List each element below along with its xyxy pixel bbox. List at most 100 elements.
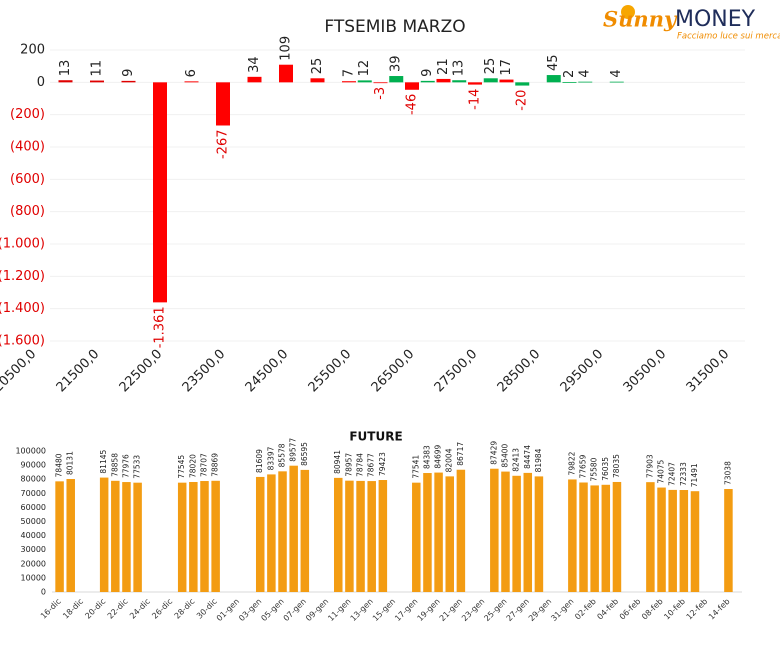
bar bbox=[90, 80, 104, 83]
bar bbox=[334, 477, 343, 592]
bar bbox=[378, 480, 388, 592]
chart-title: FUTURE bbox=[349, 430, 402, 444]
bar bbox=[300, 469, 310, 592]
bar bbox=[468, 82, 482, 85]
value-label: 4 bbox=[578, 69, 593, 77]
y-tick-label: 100000 bbox=[15, 447, 46, 456]
bar bbox=[579, 482, 588, 592]
value-label: 78677 bbox=[367, 453, 376, 477]
x-tick-label: 17-gen bbox=[393, 597, 419, 623]
value-label: 12 bbox=[357, 60, 372, 77]
value-label: 78707 bbox=[199, 453, 208, 477]
value-label: 9 bbox=[420, 69, 435, 77]
y-tick-label: 20000 bbox=[21, 559, 46, 568]
x-tick-label: 31-gen bbox=[549, 597, 575, 623]
value-label: 78784 bbox=[356, 453, 365, 477]
y-tick-label: 90000 bbox=[21, 461, 46, 470]
x-tick-label: 24500,0 bbox=[243, 347, 292, 396]
value-label: 74075 bbox=[657, 459, 666, 483]
x-tick-label: 12-feb bbox=[685, 597, 710, 622]
value-label: -1.361 bbox=[153, 306, 168, 348]
bar bbox=[609, 81, 624, 83]
y-tick-label: 0 bbox=[37, 75, 45, 90]
x-tick-label: 29-gen bbox=[527, 597, 553, 623]
x-tick-label: 22-dic bbox=[106, 597, 130, 621]
x-tick-label: 19-gen bbox=[416, 597, 442, 623]
y-tick-label: 30000 bbox=[21, 545, 46, 554]
value-label: 17 bbox=[499, 59, 514, 76]
value-label: 85578 bbox=[278, 443, 287, 467]
value-label: 84474 bbox=[523, 445, 532, 469]
value-label: 73038 bbox=[723, 461, 732, 485]
bar bbox=[546, 75, 561, 83]
bar bbox=[523, 472, 533, 592]
value-label: 79822 bbox=[567, 451, 576, 475]
x-tick-label: 21-gen bbox=[438, 597, 464, 623]
value-label: 80131 bbox=[66, 451, 75, 475]
bar bbox=[200, 481, 209, 592]
bar bbox=[255, 476, 265, 592]
bar bbox=[423, 473, 432, 592]
bar bbox=[578, 81, 593, 83]
value-label: 11 bbox=[90, 60, 105, 77]
bar bbox=[568, 479, 577, 592]
bar bbox=[501, 471, 510, 592]
value-label: 109 bbox=[279, 36, 294, 61]
logo: Sunny MONEY Facciamo luce sui mercati bbox=[603, 5, 780, 42]
x-tick-label: 28-dic bbox=[173, 597, 197, 621]
bar bbox=[490, 468, 499, 592]
y-tick-label: 50000 bbox=[21, 517, 46, 526]
x-tick-label: 30500,0 bbox=[621, 347, 670, 396]
bar bbox=[646, 482, 655, 592]
value-label: 72333 bbox=[679, 462, 688, 486]
bar bbox=[279, 64, 293, 83]
bar bbox=[483, 78, 498, 83]
value-label: 84383 bbox=[422, 445, 431, 469]
value-label: -14 bbox=[468, 89, 483, 110]
logo-brand: Sunny bbox=[603, 7, 678, 32]
value-label: 80941 bbox=[333, 450, 342, 474]
value-label: 86595 bbox=[300, 442, 309, 466]
bar bbox=[515, 82, 530, 86]
value-label: 77533 bbox=[133, 455, 142, 479]
y-tick-label: (800) bbox=[10, 204, 45, 219]
chart-title: FTSEMIB MARZO bbox=[324, 17, 465, 37]
x-tick-label: 20-dic bbox=[83, 597, 107, 621]
x-tick-label: 04-feb bbox=[595, 597, 620, 622]
value-label: 78858 bbox=[110, 453, 119, 477]
bar bbox=[434, 472, 443, 592]
y-tick-label: 200 bbox=[20, 43, 45, 58]
value-label: 25 bbox=[310, 58, 325, 75]
value-label: 78957 bbox=[344, 453, 353, 477]
value-label: 82413 bbox=[512, 448, 521, 472]
y-tick-label: 80000 bbox=[21, 475, 46, 484]
x-tick-label: 16-dic bbox=[39, 597, 63, 621]
value-label: 87429 bbox=[489, 441, 498, 465]
y-tick-label: 10000 bbox=[21, 573, 46, 582]
x-tick-label: 22500,0 bbox=[117, 347, 166, 396]
value-label: 13 bbox=[452, 60, 467, 77]
y-tick-label: 0 bbox=[41, 588, 46, 597]
value-label: 77541 bbox=[411, 455, 420, 479]
x-tick-label: 13-gen bbox=[349, 597, 375, 623]
bar bbox=[153, 82, 167, 303]
bar bbox=[456, 469, 466, 592]
x-tick-label: 07-gen bbox=[282, 597, 308, 623]
y-tick-label: 60000 bbox=[21, 503, 46, 512]
bar bbox=[357, 80, 372, 83]
bar bbox=[405, 82, 419, 90]
x-tick-label: 26-dic bbox=[150, 597, 174, 621]
x-tick-label: 14-feb bbox=[707, 597, 732, 622]
bar bbox=[499, 79, 514, 83]
value-label: 6 bbox=[184, 69, 199, 77]
bar bbox=[216, 82, 230, 126]
value-label: 75580 bbox=[590, 457, 599, 481]
value-label: 9 bbox=[121, 69, 136, 77]
value-label: 78035 bbox=[612, 454, 621, 478]
y-tick-label: (200) bbox=[10, 107, 45, 122]
x-tick-label: 24-dic bbox=[128, 597, 152, 621]
y-tick-label: 40000 bbox=[21, 531, 46, 540]
value-label: 76035 bbox=[601, 457, 610, 481]
bar bbox=[420, 80, 435, 83]
bar bbox=[342, 81, 356, 83]
